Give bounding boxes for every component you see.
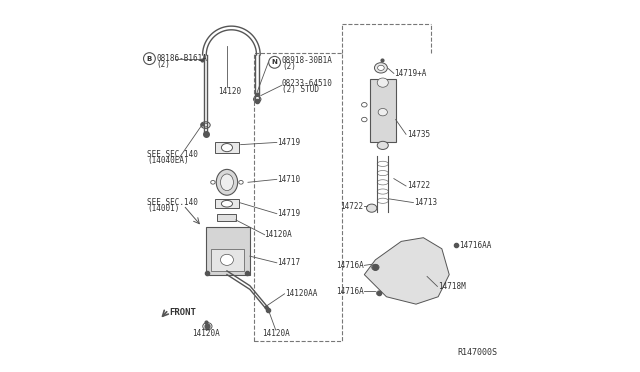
Ellipse shape [377,141,388,150]
Text: (14040EA): (14040EA) [147,156,189,166]
Text: 14722: 14722 [407,182,430,190]
Text: 08233-64510: 08233-64510 [282,79,333,88]
Text: 14722: 14722 [340,202,364,211]
Ellipse shape [377,170,388,176]
Ellipse shape [203,323,212,330]
Ellipse shape [216,169,237,195]
Ellipse shape [378,65,384,70]
Text: 14717: 14717 [278,258,301,267]
Text: 14120A: 14120A [193,329,220,338]
Text: 14716A: 14716A [336,287,364,296]
Ellipse shape [362,103,367,107]
Ellipse shape [253,96,261,102]
Bar [370,79,396,142]
Text: 14716A: 14716A [336,261,364,270]
Ellipse shape [201,122,210,128]
Circle shape [269,57,280,68]
Text: 08186-B161A: 08186-B161A [157,54,207,63]
Text: 14713: 14713 [414,198,437,207]
Text: 14120A: 14120A [264,230,292,239]
Ellipse shape [377,78,388,87]
Ellipse shape [204,123,208,127]
Bar [215,199,239,208]
Ellipse shape [377,198,388,203]
Text: 14719: 14719 [278,209,301,218]
Text: SEE SEC.140: SEE SEC.140 [147,150,198,159]
Circle shape [143,53,156,64]
Ellipse shape [367,204,377,212]
Ellipse shape [221,144,232,152]
Ellipse shape [221,201,232,207]
Text: N: N [271,59,278,65]
Polygon shape [364,238,449,304]
Text: FRONT: FRONT [170,308,196,317]
Text: 08918-30B1A: 08918-30B1A [282,56,333,65]
Ellipse shape [221,254,234,265]
Text: 14716AA: 14716AA [460,241,492,250]
Bar [218,214,236,221]
Ellipse shape [221,174,234,190]
Ellipse shape [374,62,387,73]
Bar [211,249,244,271]
Text: 14719: 14719 [278,138,301,147]
Ellipse shape [362,117,367,122]
Ellipse shape [377,180,388,185]
Ellipse shape [377,189,388,194]
Text: SEE SEC.140: SEE SEC.140 [147,198,198,207]
Text: B: B [147,56,152,62]
Bar [205,227,250,275]
Ellipse shape [376,291,382,295]
Bar [215,142,239,153]
Text: 14120AA: 14120AA [285,289,317,298]
Ellipse shape [239,180,243,184]
Text: 14718M: 14718M [438,282,466,291]
Text: 14735: 14735 [407,130,430,139]
Text: 14710: 14710 [278,175,301,184]
Text: 14719+A: 14719+A [394,69,426,78]
Text: (2): (2) [282,62,296,71]
Text: 14120: 14120 [218,87,241,96]
Bar [253,53,342,341]
Text: R147000S: R147000S [457,347,497,357]
Ellipse shape [378,109,387,116]
Text: (2): (2) [157,60,171,70]
Text: (14001): (14001) [147,204,180,214]
Ellipse shape [211,180,215,184]
Text: (2) STUD: (2) STUD [282,85,319,94]
Text: 14120A: 14120A [262,329,289,338]
Ellipse shape [372,264,379,270]
Ellipse shape [377,161,388,166]
